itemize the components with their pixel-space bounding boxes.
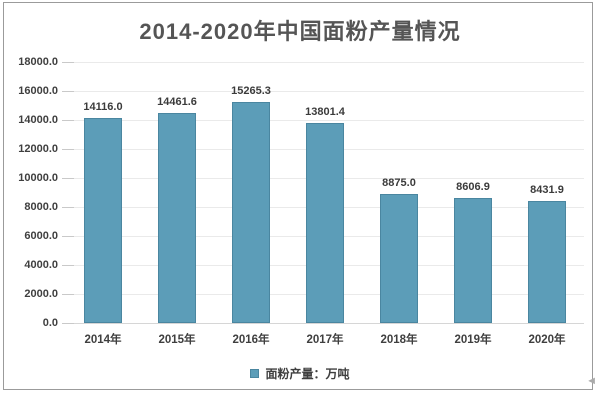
x-axis-label: 2018年	[380, 334, 418, 346]
bar-value-label: 8875.0	[382, 177, 416, 190]
y-tick-label: 16000.0	[18, 85, 58, 97]
y-tick	[62, 323, 74, 324]
gridline	[66, 91, 584, 92]
y-tick-label: 14000.0	[18, 114, 58, 126]
gridline	[66, 62, 584, 63]
bar	[232, 101, 270, 323]
y-tick	[62, 62, 74, 63]
chart-title: 2014-2020年中国面粉产量情况	[139, 19, 461, 44]
bar-value-label: 8606.9	[456, 181, 490, 194]
bar	[454, 198, 492, 323]
y-tick-label: 0.0	[42, 317, 58, 329]
x-axis-label: 2020年	[528, 334, 566, 346]
y-tick-label: 2000.0	[24, 288, 58, 300]
y-tick	[62, 149, 74, 150]
x-axis-label: 2019年	[454, 334, 492, 346]
y-tick-label: 18000.0	[18, 56, 58, 68]
y-tick	[62, 207, 74, 208]
x-axis-label: 2016年	[232, 334, 270, 346]
bar-value-label: 15265.3	[231, 84, 271, 97]
bar-value-label: 13801.4	[305, 105, 345, 118]
bar	[306, 122, 344, 323]
y-tick	[62, 265, 74, 266]
bar-value-label: 14116.0	[83, 101, 123, 114]
legend-label: 面粉产量：万吨	[265, 367, 350, 381]
bar	[84, 118, 122, 323]
gridline	[66, 120, 584, 121]
y-tick-label: 6000.0	[24, 230, 58, 242]
x-axis-label: 2017年	[306, 334, 344, 346]
resize-cursor-icon: ◄	[586, 375, 597, 387]
legend-swatch-icon	[250, 369, 260, 378]
x-axis-label: 2015年	[158, 334, 196, 346]
bar	[380, 194, 418, 323]
y-tick	[62, 178, 74, 179]
bar-value-label: 8431.9	[530, 183, 564, 196]
x-axis-line	[66, 323, 584, 324]
y-tick	[62, 120, 74, 121]
x-axis-label: 2014年	[84, 334, 122, 346]
y-tick-label: 12000.0	[18, 143, 58, 155]
legend: 面粉产量：万吨	[0, 365, 600, 382]
bar	[528, 200, 566, 323]
y-tick	[62, 294, 74, 295]
y-tick-label: 4000.0	[24, 259, 58, 271]
y-tick-label: 8000.0	[24, 201, 58, 213]
y-tick	[62, 91, 74, 92]
y-tick	[62, 236, 74, 237]
y-tick-label: 10000.0	[18, 172, 58, 184]
bar-value-label: 14461.6	[157, 96, 197, 109]
bar	[158, 113, 196, 323]
